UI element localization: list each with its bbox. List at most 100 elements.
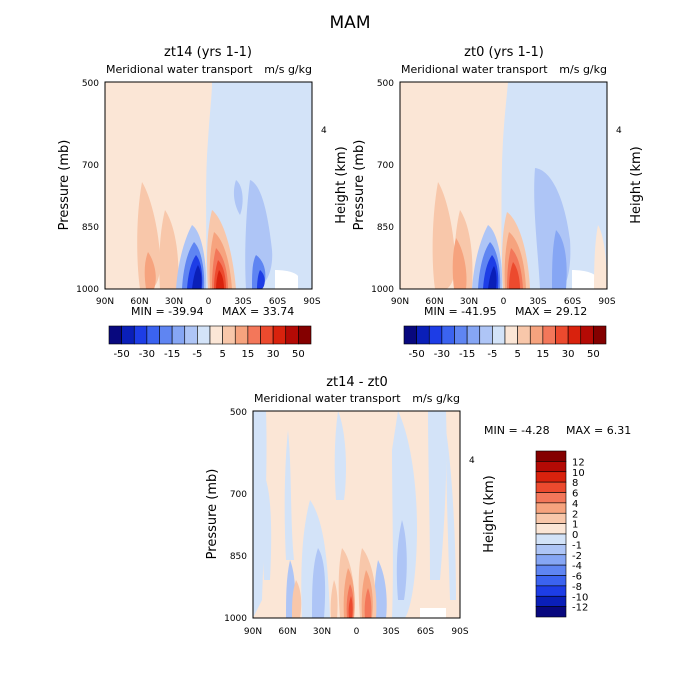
panel-2-xtick-30s: 30S <box>529 297 546 307</box>
panel-2-ytick-500: 500 <box>377 79 394 89</box>
panel-1-colorbar-swatch-7 <box>197 325 211 345</box>
panel-3-subtitle-left: Meridional water transport <box>254 392 401 405</box>
panel-1-xtick-90n: 90N <box>96 297 114 307</box>
panel-1-xtick-60n: 60N <box>130 297 148 307</box>
panel-2-colorbar-label-4: 5 <box>514 349 520 360</box>
panel-3-colorbar-swatch-1 <box>535 461 567 473</box>
panel-2-min-label: MIN = -41.95 <box>424 305 497 318</box>
panel-3-y-ticks: 500 700 850 1000 4 <box>224 408 475 624</box>
panel-2-colorbar-swatch-3 <box>441 325 455 345</box>
panel-1-colorbar-label-5: 15 <box>242 349 255 360</box>
panel-3-colorbar-label-10: -4 <box>572 561 582 572</box>
panel-3-colorbar-swatch-7 <box>535 523 567 535</box>
panel-2-colorbar-swatch-2 <box>428 325 443 345</box>
panel-2-colorbar-swatch-15 <box>593 325 607 345</box>
panel-2-colorbar-swatch-6 <box>479 325 493 345</box>
panel-3-colorbar-label-11: -6 <box>572 572 582 583</box>
panel-2-ylabel-right: Height (km) <box>629 146 644 223</box>
panel-3: zt14 - zt0 Meridional water transport m/… <box>205 375 631 637</box>
panel-3-colorbar-label-6: 1 <box>572 520 578 531</box>
panel-3-xtick-0: 0 <box>354 627 360 637</box>
panel-3-colorbar-label-5: 2 <box>572 509 578 520</box>
panel-3-colorbar-swatch-2 <box>535 471 567 483</box>
panel-2-xtick-60n: 60N <box>425 297 443 307</box>
panel-2-colorbar-swatch-14 <box>580 325 594 345</box>
panel-3-ytick-850: 850 <box>230 552 247 562</box>
panel-3-colorbar-swatch-9 <box>535 544 567 556</box>
panel-1-y-ticks: 500 700 850 1000 4 <box>76 79 327 295</box>
panel-3-colorbar-label-2: 8 <box>572 478 578 489</box>
panel-3-xtick-30s: 30S <box>382 627 399 637</box>
panel-1-xtick-30s: 30S <box>234 297 251 307</box>
panel-1: zt14 (yrs 1-1) Meridional water transpor… <box>57 45 349 360</box>
panel-1-ylabel-right: Height (km) <box>334 146 349 223</box>
panel-3-max-label: MAX = 6.31 <box>566 424 631 437</box>
panel-1-ytick-1000: 1000 <box>76 285 99 295</box>
panel-3-ytick-700: 700 <box>230 490 247 500</box>
panel-2-subtitle-right: m/s g/kg <box>559 63 607 76</box>
panel-1-max-label: MAX = 33.74 <box>222 305 294 318</box>
panel-2: zt0 (yrs 1-1) Meridional water transport… <box>352 45 644 360</box>
panel-3-colorbar-label-14: -12 <box>572 603 588 614</box>
panel-2-colorbar-swatch-11 <box>542 325 556 345</box>
panel-2-colorbar-label-7: 50 <box>587 349 600 360</box>
panel-1-colorbar-label-7: 50 <box>292 349 305 360</box>
panel-1-title: zt14 (yrs 1-1) <box>164 45 252 60</box>
panel-2-y-ticks: 500 700 850 1000 4 <box>371 79 622 295</box>
panel-3-colorbar-swatch-12 <box>535 575 567 587</box>
panel-1-xtick-90s: 90S <box>303 297 320 307</box>
panel-3-xtick-30n: 30N <box>313 627 331 637</box>
panel-2-colorbar-swatch-7 <box>492 325 506 345</box>
panel-1-colorbar-swatch-10 <box>234 325 249 345</box>
panel-2-colorbar-label-5: 15 <box>537 349 550 360</box>
panel-2-colorbar-swatch-13 <box>567 325 582 345</box>
panel-3-field <box>253 411 460 618</box>
panel-1-colorbar-label-3: -5 <box>192 349 202 360</box>
panel-1-xtick-60s: 60S <box>269 297 286 307</box>
panel-2-max-label: MAX = 29.12 <box>515 305 587 318</box>
panel-2-colorbar-swatch-5 <box>466 325 481 345</box>
panel-3-colorbar-label-1: 10 <box>572 468 585 479</box>
panel-3-colorbar-swatch-3 <box>535 481 567 493</box>
panel-2-subtitle-left: Meridional water transport <box>401 63 548 76</box>
panel-3-colorbar-label-3: 6 <box>572 489 578 500</box>
panel-1-colorbar-swatch-12 <box>260 325 274 345</box>
panel-3-xtick-90n: 90N <box>244 627 262 637</box>
panel-3-subtitle-right: m/s g/kg <box>412 392 460 405</box>
panel-2-colorbar-swatch-4 <box>454 325 468 345</box>
panel-3-colorbar-label-7: 0 <box>572 530 578 541</box>
panel-3-colorbar-label-0: 12 <box>572 457 585 468</box>
panel-2-colorbar-label-6: 30 <box>562 349 575 360</box>
panel-2-xtick-60s: 60S <box>564 297 581 307</box>
panel-2-title: zt0 (yrs 1-1) <box>464 45 544 60</box>
panel-3-ylabel: Pressure (mb) <box>205 469 220 560</box>
panel-1-colorbar-swatch-13 <box>272 325 287 345</box>
panel-2-colorbar-swatch-10 <box>529 325 544 345</box>
panel-1-colorbar-label-1: -30 <box>139 349 155 360</box>
panel-2-colorbar-label-1: -30 <box>434 349 450 360</box>
panel-1-colorbar-swatch-9 <box>222 325 236 345</box>
panel-2-right-tick-4: 4 <box>616 126 622 136</box>
panel-2-ytick-700: 700 <box>377 161 394 171</box>
panel-1-xtick-30n: 30N <box>165 297 183 307</box>
panel-1-colorbar-swatch-15 <box>298 325 312 345</box>
panel-1-min-label: MIN = -39.94 <box>131 305 204 318</box>
panel-3-ytick-500: 500 <box>230 408 247 418</box>
panel-3-right-tick-4: 4 <box>469 456 475 466</box>
panel-1-ytick-850: 850 <box>82 223 99 233</box>
panel-1-colorbar-swatch-2 <box>133 325 148 345</box>
panel-2-colorbar-label-3: -5 <box>487 349 497 360</box>
panel-2-colorbar-swatch-9 <box>517 325 531 345</box>
panel-2-xtick-30n: 30N <box>460 297 478 307</box>
panel-3-colorbar-swatch-8 <box>535 533 567 545</box>
panel-1-subtitle-left: Meridional water transport <box>106 63 253 76</box>
panel-3-ytick-1000: 1000 <box>224 614 247 624</box>
panel-3-colorbar-label-9: -2 <box>572 551 582 562</box>
panel-1-colorbar-swatch-3 <box>146 325 160 345</box>
panel-3-colorbar-label-8: -1 <box>572 540 582 551</box>
panel-1-x-ticks: 90N 60N 30N 0 30S 60S 90S <box>96 297 321 307</box>
panel-1-colorbar-label-0: -50 <box>113 349 129 360</box>
panel-2-ylabel: Pressure (mb) <box>352 140 367 231</box>
